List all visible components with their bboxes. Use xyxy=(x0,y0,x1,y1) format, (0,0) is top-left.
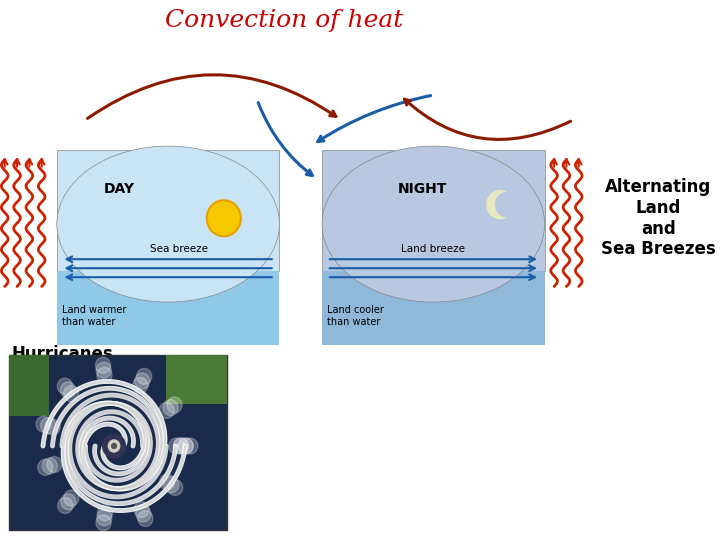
Circle shape xyxy=(207,200,240,237)
Circle shape xyxy=(97,505,112,521)
Text: Land warmer
than water: Land warmer than water xyxy=(62,305,126,327)
Circle shape xyxy=(63,386,78,402)
Circle shape xyxy=(174,438,189,454)
Circle shape xyxy=(168,438,184,454)
Circle shape xyxy=(109,440,120,452)
Text: Alternating
Land
and
Sea Breezes: Alternating Land and Sea Breezes xyxy=(601,178,716,259)
Circle shape xyxy=(137,368,152,384)
Text: Sea breeze: Sea breeze xyxy=(150,244,208,254)
Circle shape xyxy=(163,400,178,416)
Circle shape xyxy=(40,417,55,434)
Circle shape xyxy=(487,191,513,219)
Circle shape xyxy=(160,474,175,490)
Circle shape xyxy=(138,510,153,526)
Circle shape xyxy=(495,193,518,217)
Circle shape xyxy=(103,434,125,458)
Circle shape xyxy=(96,357,111,373)
Text: Plate tectonics: Plate tectonics xyxy=(12,362,151,380)
Text: DAY: DAY xyxy=(104,182,135,196)
Bar xyxy=(57,150,279,271)
Bar xyxy=(322,271,544,345)
Circle shape xyxy=(60,494,76,510)
Circle shape xyxy=(178,438,193,454)
Text: Land breeze: Land breeze xyxy=(401,244,465,254)
Circle shape xyxy=(58,378,73,394)
Circle shape xyxy=(179,438,194,454)
Circle shape xyxy=(168,480,183,496)
Circle shape xyxy=(37,460,53,475)
Bar xyxy=(166,355,228,404)
Text: Hurricanes: Hurricanes xyxy=(12,345,113,363)
Text: Land cooler
than water: Land cooler than water xyxy=(327,305,384,327)
Circle shape xyxy=(42,458,58,474)
Circle shape xyxy=(183,438,198,454)
Circle shape xyxy=(163,477,179,493)
Ellipse shape xyxy=(57,146,279,302)
Circle shape xyxy=(132,377,148,394)
Text: NIGHT: NIGHT xyxy=(397,182,447,196)
Bar xyxy=(9,355,49,416)
Circle shape xyxy=(159,402,174,418)
Circle shape xyxy=(47,456,62,472)
Circle shape xyxy=(96,367,112,383)
Circle shape xyxy=(136,506,151,522)
Circle shape xyxy=(134,502,149,517)
Bar xyxy=(322,150,544,271)
Circle shape xyxy=(112,443,117,449)
Circle shape xyxy=(45,419,60,435)
Text: Convection of heat: Convection of heat xyxy=(165,9,403,31)
Bar xyxy=(57,271,279,345)
Circle shape xyxy=(60,382,76,398)
Ellipse shape xyxy=(322,146,544,302)
Circle shape xyxy=(167,397,182,413)
Circle shape xyxy=(96,362,112,378)
Circle shape xyxy=(64,490,79,506)
Circle shape xyxy=(58,497,73,514)
Circle shape xyxy=(36,416,51,432)
Circle shape xyxy=(96,515,111,531)
Circle shape xyxy=(96,510,112,526)
Circle shape xyxy=(135,373,150,389)
Circle shape xyxy=(174,438,189,454)
Bar xyxy=(9,355,228,530)
